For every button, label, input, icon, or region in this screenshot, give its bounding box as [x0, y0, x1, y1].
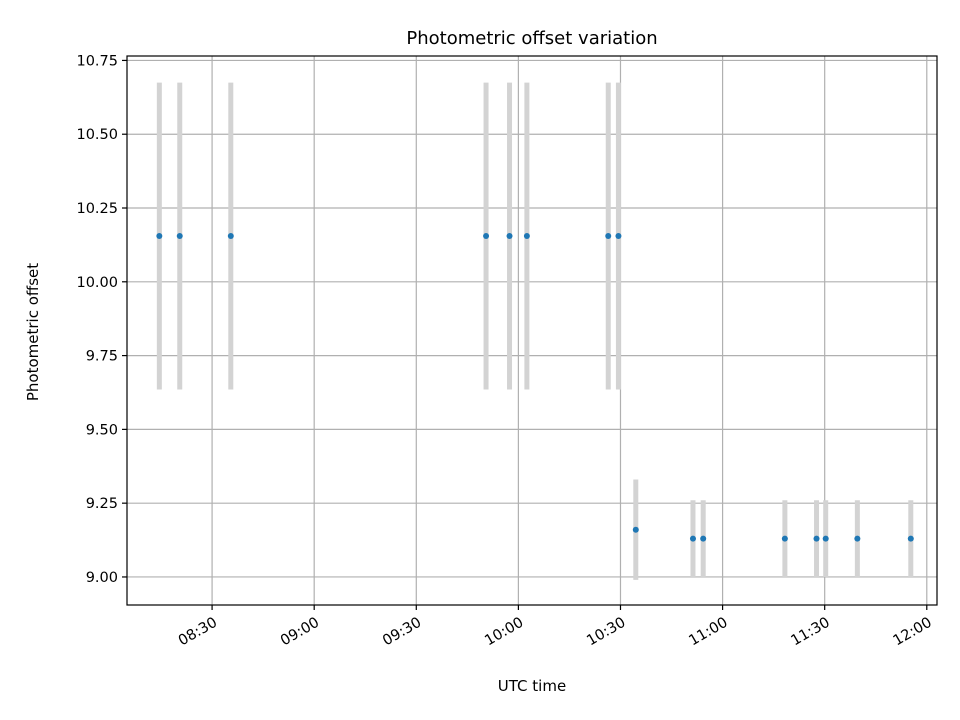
y-axis-title: Photometric offset [24, 263, 42, 401]
data-point [483, 233, 490, 240]
data-point [689, 535, 696, 542]
data-point [822, 535, 829, 542]
y-tick-label: 9.25 [86, 496, 118, 512]
y-tick-label: 10.75 [76, 53, 118, 69]
data-point [632, 526, 639, 533]
y-tick-label: 10.50 [76, 127, 118, 143]
x-axis-title: UTC time [498, 677, 566, 695]
y-tick-label: 10.25 [76, 201, 118, 217]
data-point [907, 535, 914, 542]
y-tick-label: 9.50 [86, 422, 118, 438]
chart-title: Photometric offset variation [406, 28, 657, 49]
y-tick-label: 9.00 [86, 570, 118, 586]
data-point [615, 233, 622, 240]
y-tick-label: 9.75 [86, 349, 118, 365]
data-point [506, 233, 513, 240]
data-point [156, 233, 163, 240]
data-point [700, 535, 707, 542]
data-point [605, 233, 612, 240]
plot-frame [126, 55, 938, 606]
data-point [781, 535, 788, 542]
data-point [813, 535, 820, 542]
data-points [156, 233, 914, 542]
data-point [523, 233, 530, 240]
data-point [854, 535, 861, 542]
data-point [227, 233, 234, 240]
data-point [176, 233, 183, 240]
y-tick-label: 10.00 [76, 275, 118, 291]
